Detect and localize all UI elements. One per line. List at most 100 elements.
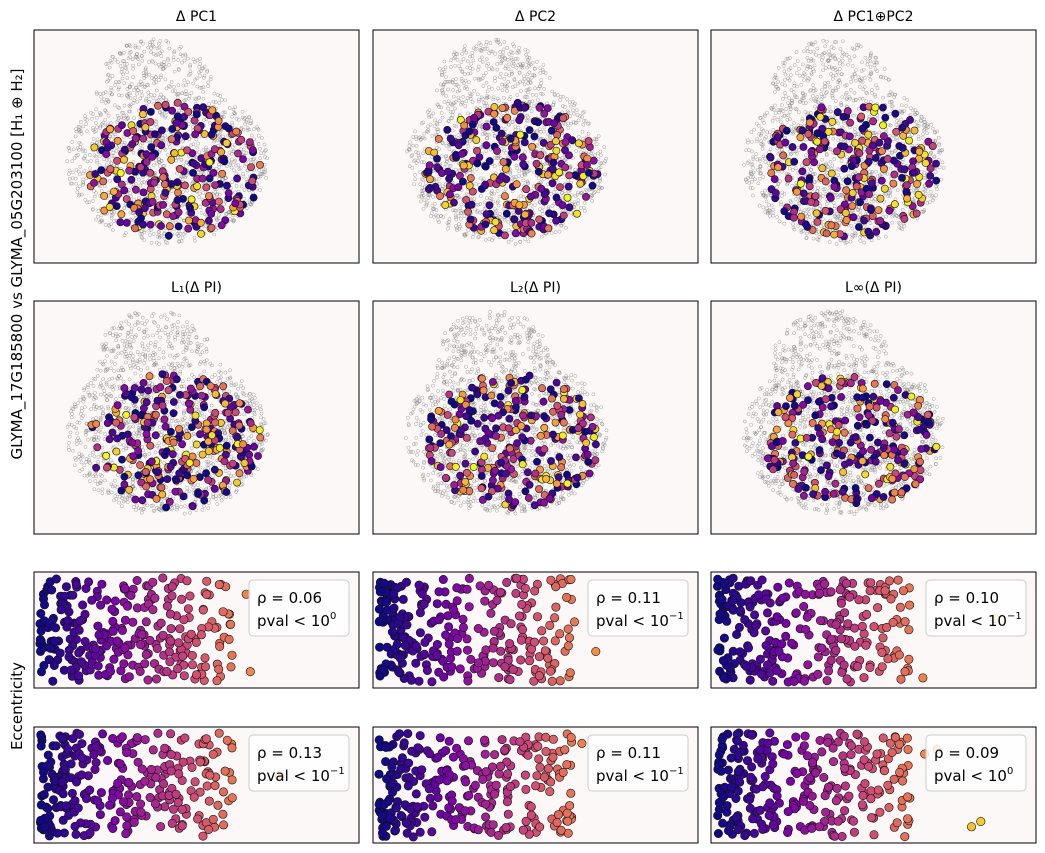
spot-marker [497, 129, 506, 138]
background-point [214, 166, 219, 171]
spot-marker [858, 124, 867, 133]
spot-marker [485, 201, 494, 210]
background-point [157, 229, 161, 234]
background-point [204, 117, 209, 122]
background-point [193, 238, 197, 243]
spot-marker [129, 127, 138, 135]
background-point [264, 148, 268, 152]
spot-marker [184, 216, 193, 225]
spot-marker [465, 127, 474, 136]
background-point [157, 41, 161, 46]
background-point [77, 140, 82, 145]
background-point [132, 197, 136, 202]
background-point [161, 62, 165, 67]
background-point [252, 156, 256, 161]
spot-marker [217, 148, 226, 156]
background-point [138, 96, 143, 101]
background-point [152, 81, 156, 86]
spot-marker [503, 114, 512, 122]
spot-marker [214, 197, 223, 206]
background-point [127, 109, 131, 114]
background-point [97, 154, 102, 159]
spot-marker [790, 213, 798, 222]
spot-marker [159, 200, 167, 209]
background-point [173, 89, 177, 93]
spot-marker [106, 165, 115, 173]
background-point [78, 120, 83, 124]
background-point [202, 73, 207, 78]
spot-marker [473, 146, 481, 155]
background-point [247, 127, 252, 132]
background-point [121, 110, 126, 115]
spot-marker [146, 220, 155, 229]
background-point [119, 51, 124, 56]
background-point [117, 79, 122, 84]
background-point [122, 62, 127, 66]
spot-marker [856, 198, 864, 207]
background-point [94, 129, 99, 134]
background-point [89, 110, 93, 115]
spot-marker [174, 188, 182, 197]
background-point [233, 111, 238, 116]
background-point [128, 96, 133, 100]
spot-marker [444, 167, 452, 176]
spot-marker [466, 215, 475, 224]
background-point [107, 157, 112, 162]
spot-marker [491, 217, 500, 226]
background-point [240, 109, 245, 114]
spot-marker [430, 148, 439, 157]
background-point [77, 192, 82, 197]
background-point [182, 78, 187, 83]
background-point [81, 177, 85, 182]
spot-marker [199, 103, 208, 112]
spot-marker [470, 114, 478, 122]
spot-marker [515, 201, 524, 209]
background-point [197, 150, 202, 155]
background-point [230, 180, 235, 185]
spot-marker [224, 189, 233, 197]
background-point [199, 69, 203, 73]
background-point [217, 101, 222, 105]
background-point [215, 192, 220, 196]
background-point [154, 80, 158, 84]
spot-marker [181, 181, 189, 190]
background-point [180, 203, 185, 208]
background-point [176, 58, 181, 62]
background-point [180, 235, 185, 240]
background-point [144, 74, 148, 78]
background-point [135, 99, 140, 104]
background-point [180, 91, 185, 96]
spot-marker [565, 203, 574, 212]
background-point [82, 156, 87, 161]
background-point [198, 205, 203, 209]
background-point [202, 118, 206, 122]
background-point [189, 91, 194, 95]
spot-marker [522, 185, 531, 194]
spot-marker [900, 215, 909, 223]
spot-marker [458, 149, 466, 158]
spot-marker [207, 130, 216, 139]
spot-marker [813, 137, 822, 146]
background-point [105, 61, 110, 66]
background-point [141, 71, 146, 75]
background-point [232, 111, 237, 115]
background-point [143, 66, 148, 71]
background-point [148, 139, 153, 144]
background-point [244, 118, 249, 123]
background-point [151, 96, 156, 101]
background-point [81, 149, 85, 153]
background-point [191, 142, 196, 147]
background-point [191, 180, 196, 184]
background-point [230, 145, 235, 150]
background-point [92, 129, 97, 134]
background-point [120, 110, 124, 115]
background-point [147, 100, 151, 104]
background-point [212, 91, 217, 96]
background-point [233, 190, 237, 195]
spot-marker [563, 193, 572, 202]
background-point [128, 84, 133, 89]
background-point [169, 189, 174, 194]
background-point [135, 55, 140, 60]
spot-marker [549, 158, 558, 167]
spot-marker [552, 216, 561, 225]
